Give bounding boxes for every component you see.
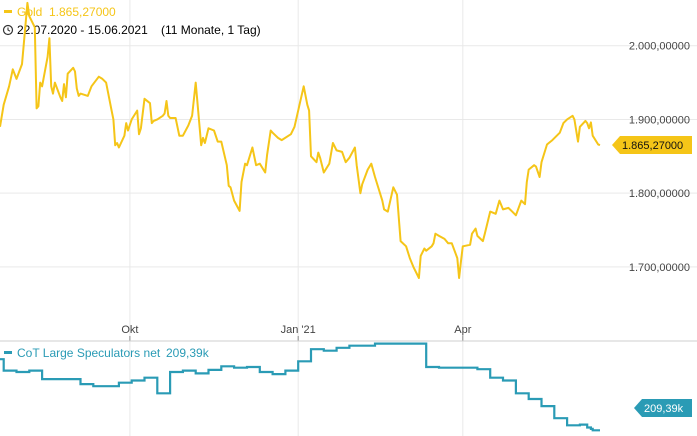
x-tick-label: Jan '21 <box>281 324 316 336</box>
cot-badge-shape <box>634 398 692 417</box>
gold-last-value-badge: 1.865,27000 <box>612 136 692 155</box>
main-legend: Gold 1.865,27000 <box>4 5 116 19</box>
clock-icon <box>2 24 14 36</box>
cot-legend-swatch <box>4 351 12 354</box>
y-tick-label: 1.700,00000 <box>629 262 690 274</box>
cot-legend: CoT Large Speculators net 209,39k <box>4 346 210 360</box>
gold-badge-text: 1.865,27000 <box>622 140 683 152</box>
cot-badge-text: 209,39k <box>644 403 684 415</box>
gold-badge-shape <box>612 136 692 155</box>
duration-text: (11 Monate, 1 Tag) <box>161 23 261 37</box>
gold-legend-value: 1.865,27000 <box>49 5 116 19</box>
cot-legend-value: 209,39k <box>166 346 210 360</box>
y-axis-labels: 1.700,00000 1.800,00000 1.900,00000 2.000,0… <box>629 41 690 274</box>
cot-last-value-badge: 209,39k <box>634 398 692 417</box>
date-range: 22.07.2020 - 15.06.2021 (11 Monate, 1 Ta… <box>2 23 261 37</box>
date-range-text: 22.07.2020 - 15.06.2021 <box>17 23 148 37</box>
gold-series-line <box>0 1 601 279</box>
x-tick-label: Okt <box>121 324 138 336</box>
y-tick-label: 1.900,00000 <box>629 114 690 126</box>
gold-legend-swatch <box>4 10 12 13</box>
x-tick-label: Apr <box>454 324 471 336</box>
cot-legend-name: CoT Large Speculators net <box>17 346 161 360</box>
y-tick-label: 1.800,00000 <box>629 188 690 200</box>
y-tick-label: 2.000,00000 <box>629 41 690 53</box>
cot-series-line <box>0 342 600 432</box>
x-axis-labels: Okt Jan '21 Apr <box>121 324 472 341</box>
